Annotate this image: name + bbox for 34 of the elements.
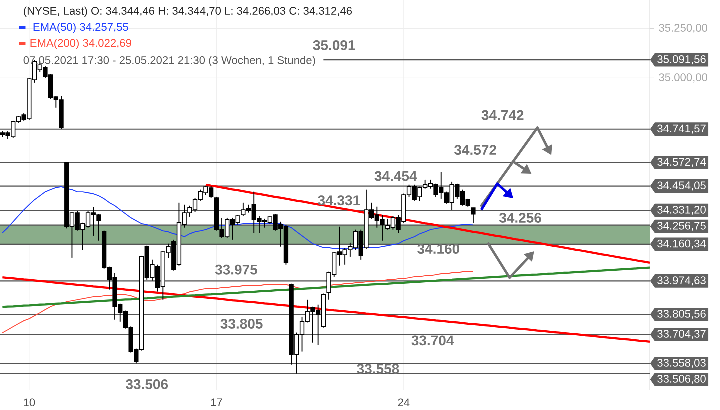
- series-label: 35.091,56: [658, 56, 706, 65]
- x-tick-label: 24: [398, 398, 410, 406]
- candlestick: [471, 207, 476, 224]
- x-tick-label: 10: [24, 398, 36, 407]
- ref-line-label: 33.558,03: [658, 359, 706, 368]
- ref-line-label: 34.160,34: [658, 240, 706, 249]
- annotation: 34.742: [482, 110, 524, 120]
- ref-line-label: 33.805,56: [658, 310, 706, 320]
- legend-label: EMA(50) 34.257,55: [34, 22, 128, 34]
- annotation: 34.256: [499, 213, 542, 223]
- ref-line-label: 34.256,75: [658, 222, 706, 232]
- ref-line-label: 34.741,57: [658, 124, 706, 134]
- ref-line-label: 33.704,37: [658, 330, 706, 340]
- annotation: 33.558: [357, 364, 400, 374]
- ref-line-label: 34.454,05: [658, 182, 706, 191]
- ref-line-label: 33.974,63: [658, 276, 706, 286]
- text: 07.05.2021 17:30 - 25.05.2021 21:30 (3 Wochen, 1 Stunde): [24, 56, 316, 66]
- annotation: 35.091: [313, 40, 356, 50]
- legend-label: EMA(200) 34.022,69: [30, 38, 132, 50]
- annotation: 34.572: [454, 145, 496, 156]
- annotation: 33.805: [220, 319, 263, 329]
- annotation: 34.454: [374, 171, 418, 182]
- x-tick-label: 17: [211, 398, 222, 406]
- ref-line-label: 34.572,74: [658, 158, 706, 168]
- annotation: 33.506: [126, 380, 168, 390]
- annotation: 33.704: [412, 336, 454, 346]
- ref-line-label: 34.331,20: [658, 206, 706, 216]
- annotation: 34.331: [318, 196, 360, 206]
- text: (NYSE, Last) O: 34.344,46 H: 34.344,70 L: 34.266,03 C: 34.312,46: [24, 6, 352, 18]
- annotation: 33.975: [215, 264, 258, 275]
- ref-line-label: 33.506,80: [658, 375, 706, 384]
- y-tick-label: 35.000,00: [659, 74, 708, 83]
- annotation: 34.160: [418, 244, 460, 254]
- y-tick-label: 35.250,00: [659, 24, 708, 34]
